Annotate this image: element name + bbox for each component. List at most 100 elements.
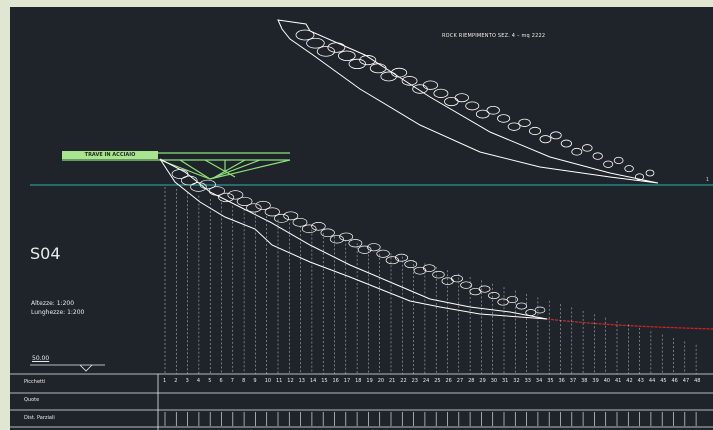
station-number: 45 [660,378,667,384]
rock-stone [395,253,409,262]
rock-stone [478,285,491,293]
elevation-marker [30,364,105,372]
rock-stone [292,217,308,227]
rock-stone [236,196,253,206]
station-number: 5 [208,378,212,384]
station-number: 2 [174,378,178,384]
station-number: 43 [637,378,644,384]
station-number: 27 [456,378,464,384]
station-number: 30 [490,378,498,384]
rock-stone [180,175,198,186]
rock-stone [306,37,325,49]
rock-stone [338,50,356,61]
rock-stone [348,58,366,70]
rock-stone [444,96,459,107]
rock-stone [581,144,593,152]
station-number: 20 [377,378,385,384]
rock-stone [339,232,354,241]
rock-stone [413,266,427,275]
rock-stone [645,169,655,177]
station-number: 28 [468,378,475,384]
station-number: 42 [626,378,633,384]
rock-stone [327,42,346,53]
rock-stone [264,207,280,217]
rock-stone [592,152,603,160]
section-drawing [10,19,713,430]
station-lines [164,187,697,374]
station-number: 9 [253,378,257,384]
rock-stone [613,156,624,165]
station-number: 19 [366,378,373,384]
section-label: S04 [30,244,61,263]
station-number: 34 [535,378,543,384]
station-number: 36 [558,378,565,384]
rock-stone [367,243,381,252]
station-number: 12 [287,378,294,384]
rock-detail-stones [295,29,655,181]
station-number: 21 [389,378,396,384]
rock-stone [246,203,262,213]
station-number: 3 [185,378,189,384]
rock-stone [227,190,244,200]
rock-stone [624,165,634,173]
station-number: 37 [569,378,577,384]
rock-stone [359,55,377,66]
rock-fill-stones [171,169,546,316]
rock-stone [571,147,583,156]
rock-stone [534,306,546,314]
rock-stone [497,298,509,306]
rock-stone [454,93,469,103]
station-number: 32 [513,378,520,384]
rock-stone [301,224,317,234]
rock-stone [369,63,387,74]
station-number: 7 [230,378,234,384]
station-number: 24 [422,378,430,384]
rock-stone [283,211,299,221]
rock-stone [603,160,614,168]
drawing-title: ROCK RIEMPIMENTO SEZ. 4 – mq 2222 [442,33,546,39]
station-number: 29 [479,378,486,384]
station-number: 1 [163,378,167,384]
profile-table [10,373,713,430]
station-number: 16 [332,378,339,384]
rock-stone [171,169,189,179]
rock-stone [404,260,418,269]
station-number: 14 [309,378,317,384]
rock-stone [539,135,552,144]
rock-stone [385,256,399,265]
rock-stone [311,222,326,231]
rock-stone [274,213,290,223]
station-number: 26 [445,378,452,384]
rock-stone [320,228,335,238]
row-label-picchetti: Picchetti [24,379,46,385]
rock-stone [433,88,449,98]
rock-stone [518,118,531,127]
rock-stone [516,302,528,310]
rock-stone [357,245,372,254]
station-number: 6 [219,378,223,384]
rock-stone [497,114,511,123]
station-number: 39 [592,378,599,384]
station-number: 23 [411,378,418,384]
rock-stone [199,179,216,190]
rock-stone [208,186,225,196]
rock-stone [525,309,537,316]
station-number: 18 [355,378,362,384]
rock-stone [432,270,445,279]
row-label-quote: Quote [24,397,40,403]
station-number: 38 [581,378,588,384]
station-number: 48 [694,378,701,384]
cad-drawing-viewport[interactable]: ROCK RIEMPIMENTO SEZ. 4 – mq 2222 TRAVE … [10,7,713,430]
rock-stone [422,264,436,272]
elevation-label: 50.00 [32,355,50,362]
rock-stone [376,249,390,258]
rock-stone [486,105,500,115]
station-number: 40 [603,378,611,384]
rock-stone [450,274,463,283]
rock-stone [634,173,645,181]
scale-lengths: Lunghezze: 1:200 [31,309,85,316]
station-number: 4 [196,378,201,384]
rock-stone [507,122,521,131]
terrain-profile [159,158,548,320]
